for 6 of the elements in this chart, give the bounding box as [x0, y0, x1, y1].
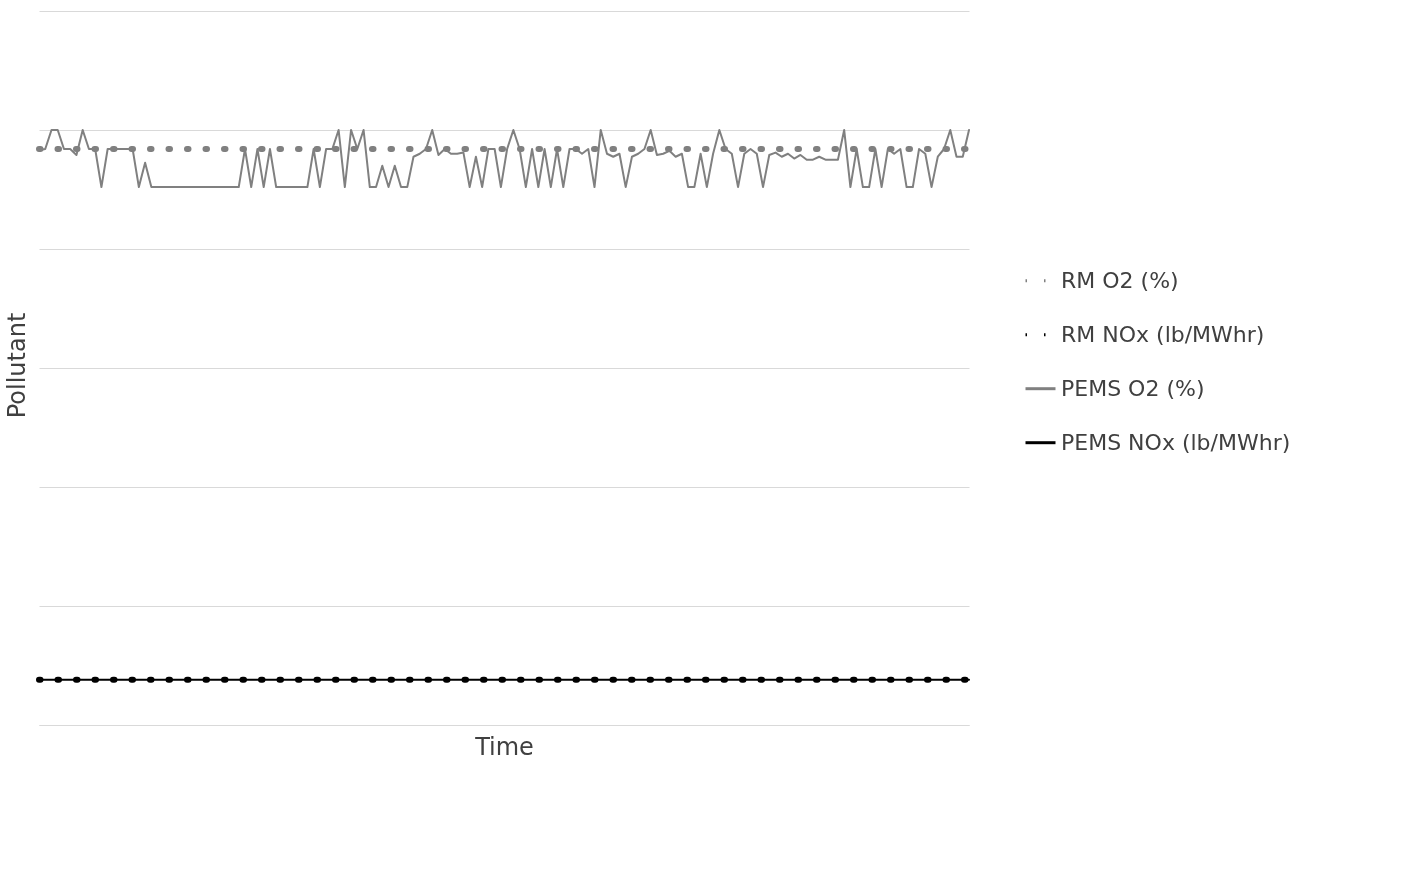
legend-label: RM NOx (lb/MWhr)	[1061, 321, 1265, 347]
y-axis-title: Pollutant	[2, 312, 31, 419]
legend-label: PEMS NOx (lb/MWhr)	[1061, 429, 1291, 455]
legend-label: RM O2 (%)	[1061, 267, 1179, 293]
legend-label: PEMS O2 (%)	[1061, 375, 1205, 401]
x-axis-title: Time	[474, 732, 534, 761]
